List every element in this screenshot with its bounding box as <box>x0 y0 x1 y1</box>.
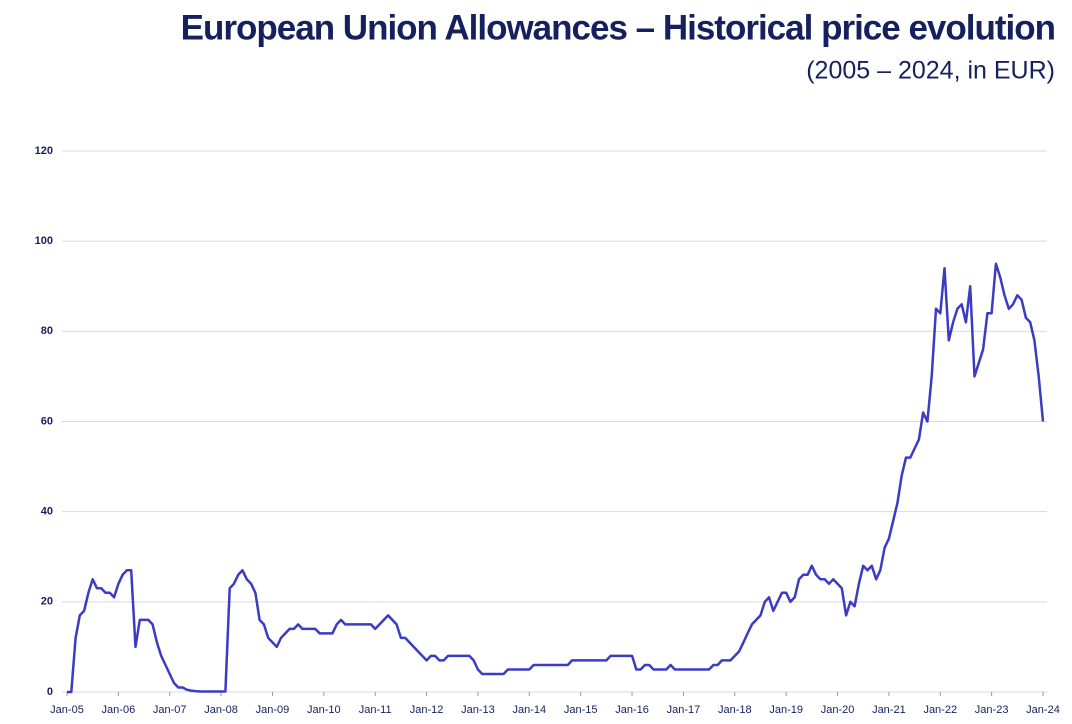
x-tick-label: Jan-13 <box>461 704 495 716</box>
y-tick-label: 60 <box>41 415 53 427</box>
y-tick-label: 40 <box>41 506 53 518</box>
x-tick-label: Jan-10 <box>307 704 341 716</box>
x-tick-label: Jan-21 <box>872 704 906 716</box>
x-tick-label: Jan-06 <box>102 704 136 716</box>
x-tick-label: Jan-24 <box>1026 704 1060 716</box>
x-tick-label: Jan-12 <box>410 704 444 716</box>
chart-title: European Union Allowances – Historical p… <box>181 8 1055 47</box>
y-tick-label: 120 <box>35 145 53 157</box>
x-tick-label: Jan-22 <box>923 704 957 716</box>
y-tick-label: 0 <box>47 686 53 698</box>
x-tick-label: Jan-11 <box>359 704 392 716</box>
x-tick-label: Jan-19 <box>769 704 803 716</box>
y-tick-label: 80 <box>41 325 53 337</box>
x-tick-label: Jan-08 <box>204 704 238 716</box>
x-tick-label: Jan-15 <box>564 704 598 716</box>
x-tick-label: Jan-16 <box>615 704 649 716</box>
x-tick-label: Jan-17 <box>667 704 701 716</box>
x-tick-label: Jan-20 <box>821 704 855 716</box>
x-tick-label: Jan-05 <box>50 704 84 716</box>
price-line <box>67 262 1045 694</box>
x-tick-label: Jan-07 <box>153 704 187 716</box>
x-tick-label: Jan-14 <box>512 704 546 716</box>
x-tick-label: Jan-18 <box>718 704 752 716</box>
x-tick-label: Jan-09 <box>256 704 290 716</box>
chart-subtitle: (2005 – 2024, in EUR) <box>806 57 1055 85</box>
y-tick-label: 20 <box>41 596 53 608</box>
x-tick-label: Jan-23 <box>975 704 1009 716</box>
y-tick-label: 100 <box>35 235 53 247</box>
